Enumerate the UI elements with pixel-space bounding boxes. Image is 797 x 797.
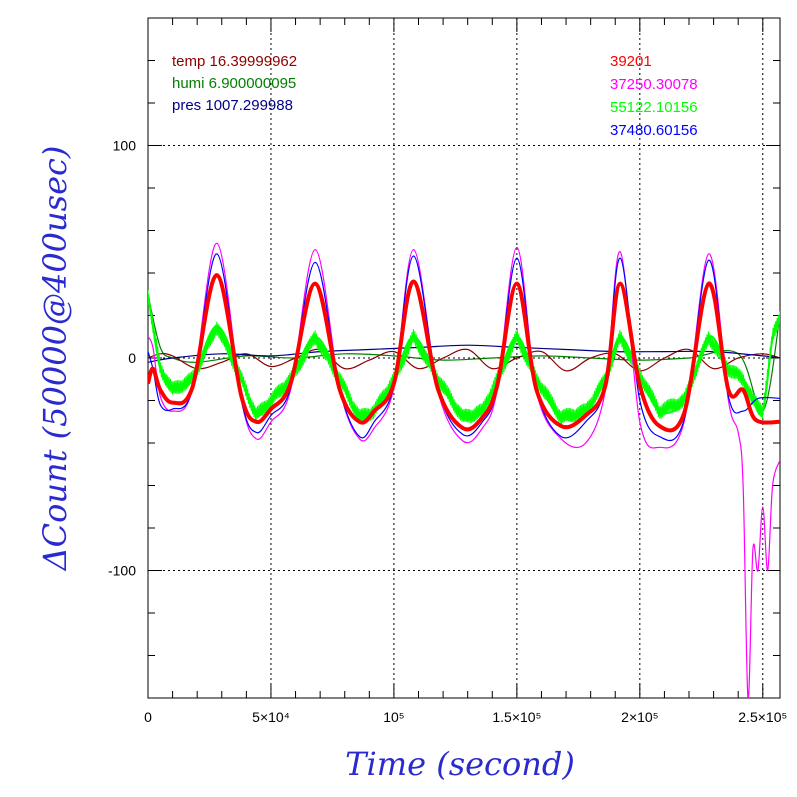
x-tick-label: 2.5×10⁵ xyxy=(738,709,787,725)
ticks xyxy=(147,18,780,698)
legend-right-entry: 37480.60156 xyxy=(610,122,698,139)
x-tick-label: 1.5×10⁵ xyxy=(492,709,541,725)
legend-left-entry: temp 16.39999962 xyxy=(172,53,297,70)
legend-left-entry: humi 6.900000095 xyxy=(172,75,296,92)
series-line xyxy=(148,242,780,698)
x-tick-label: 10⁵ xyxy=(383,709,404,725)
legend-left: temp 16.39999962 humi 6.900000095 pres 100… xyxy=(172,53,297,114)
legend-left-entry: pres 1007.299988 xyxy=(172,97,293,114)
grid xyxy=(148,18,780,698)
series-line xyxy=(148,273,780,433)
x-axis-title: Time (second) xyxy=(345,745,575,783)
tick-labels: 0 5×10⁴ 10⁵ 1.5×10⁵ 2×10⁵ 2.5×10⁵ 100 0 -100 xyxy=(108,138,787,726)
series-layer xyxy=(148,242,780,698)
y-tick-label: -100 xyxy=(108,563,136,579)
legend-right-entry: 55122.10156 xyxy=(610,99,698,116)
legend-right-entry: 37250.30078 xyxy=(610,76,698,93)
x-tick-label: 0 xyxy=(144,709,152,725)
legend-right-entry: 39201 xyxy=(610,53,652,70)
legend-right: 39201 37250.30078 55122.10156 37480.60156 xyxy=(610,53,698,139)
y-axis-title: ΔCount (50000@400usec) xyxy=(36,146,74,573)
series-noise xyxy=(148,290,780,425)
x-tick-label: 2×10⁵ xyxy=(621,709,658,725)
x-tick-label: 5×10⁴ xyxy=(252,709,290,725)
series-line xyxy=(148,344,780,363)
y-tick-label: 0 xyxy=(128,350,136,366)
y-tick-label: 100 xyxy=(113,138,137,154)
